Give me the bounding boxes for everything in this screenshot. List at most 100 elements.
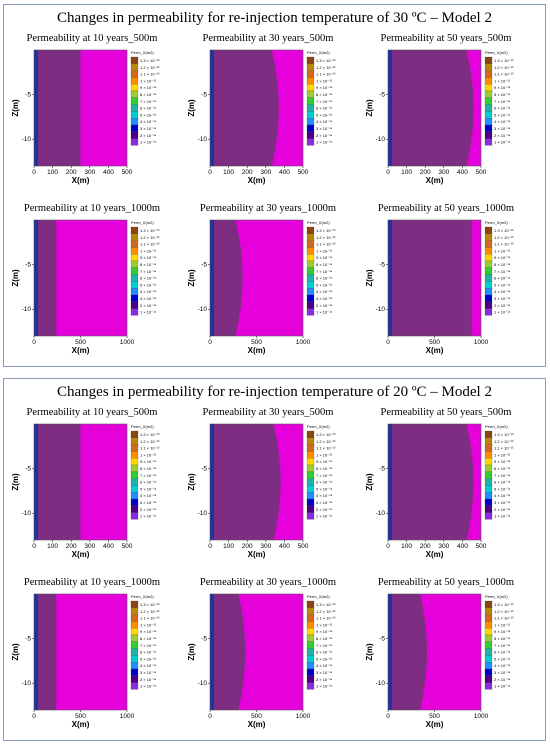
legend-entry: 1 × 10⁻¹³ <box>494 452 511 457</box>
legend-swatch <box>130 138 139 146</box>
legend-swatch <box>306 662 315 670</box>
x-tick-label: 100 <box>47 543 58 550</box>
legend-swatch <box>484 70 493 78</box>
legend-title: Perm_X(m2) <box>485 50 508 55</box>
legend-swatch <box>130 437 139 445</box>
legend-swatch <box>306 492 315 500</box>
legend-entry: 9 × 10⁻¹⁴ <box>140 629 157 634</box>
legend-swatch <box>484 138 493 146</box>
legend-swatch <box>306 451 315 459</box>
legend-entry: 6 × 10⁻¹⁴ <box>494 106 511 111</box>
x-tick-label: 400 <box>279 169 290 176</box>
x-axis-label: X(m) <box>248 176 266 185</box>
chart-title: Permeability at 50 years_1000m <box>377 577 515 588</box>
legend-entry: 9 × 10⁻¹⁴ <box>316 255 333 260</box>
legend-entry: 1 × 10⁻¹⁴ <box>316 684 333 689</box>
legend-swatch <box>130 492 139 500</box>
x-tick-label: 0 <box>32 713 36 720</box>
legend-swatch <box>484 267 493 275</box>
legend-swatch <box>306 77 315 85</box>
legend-entry: 1.2 × 10⁻¹³ <box>316 235 336 240</box>
x-axis-label: X(m) <box>248 346 266 355</box>
legend-swatch <box>130 430 139 438</box>
injection-column <box>210 424 214 540</box>
legend-swatch <box>130 648 139 656</box>
legend-swatch <box>306 628 315 636</box>
legend-swatch <box>306 84 315 92</box>
legend-swatch <box>484 675 493 683</box>
legend-swatch <box>130 478 139 486</box>
legend-entry: 5 × 10⁻¹⁴ <box>140 112 157 117</box>
legend-swatch <box>306 70 315 78</box>
legend-swatch <box>306 111 315 119</box>
legend-swatch <box>484 492 493 500</box>
legend-swatch <box>484 634 493 642</box>
legend-swatch <box>130 655 139 663</box>
legend-swatch <box>484 505 493 513</box>
legend-entry: 1.1 × 10⁻¹³ <box>316 242 336 247</box>
legend-entry: 1 × 10⁻¹³ <box>494 248 511 253</box>
permeability-chart: Permeability at 10 years_500m -5 -10 0 100 20… <box>7 407 177 562</box>
legend-entry: 9 × 10⁻¹⁴ <box>316 629 333 634</box>
legend-entry: 6 × 10⁻¹⁴ <box>316 650 333 655</box>
y-tick-label: -10 <box>198 680 208 687</box>
x-axis-label: X(m) <box>72 346 90 355</box>
y-tick-label: -10 <box>22 680 32 687</box>
legend-entry: 1.3 × 10⁻¹³ <box>316 228 336 233</box>
legend-entry: 1 × 10⁻¹⁴ <box>140 310 157 315</box>
legend-swatch <box>484 247 493 255</box>
x-tick-label: 500 <box>251 713 262 720</box>
legend-title: Perm_X(m2) <box>485 424 508 429</box>
legend-swatch <box>306 607 315 615</box>
legend-swatch <box>484 614 493 622</box>
legend-entry: 1 × 10⁻¹⁴ <box>140 684 157 689</box>
legend-swatch <box>484 451 493 459</box>
legend-swatch <box>130 512 139 520</box>
legend-entry: 5 × 10⁻¹⁴ <box>316 486 333 491</box>
legend-entry: 1.1 × 10⁻¹³ <box>494 72 514 77</box>
x-tick-label: 200 <box>420 543 431 550</box>
legend-entry: 6 × 10⁻¹⁴ <box>494 650 511 655</box>
x-tick-label: 1000 <box>474 339 489 346</box>
legend-entry: 1.3 × 10⁻¹³ <box>494 58 514 63</box>
legend-swatch <box>306 641 315 649</box>
legend-swatch <box>306 430 315 438</box>
legend-swatch <box>306 675 315 683</box>
legend-swatch <box>306 240 315 248</box>
chart-plot: -5 -10 0 500 1000 X(m) Z(m) Perm_X(m2) 1.3 × 10⁻… <box>187 593 336 729</box>
legend-swatch <box>130 226 139 234</box>
legend-entry: 2 × 10⁻¹⁴ <box>494 133 511 138</box>
legend-swatch <box>306 294 315 302</box>
legend-entry: 1 × 10⁻¹⁴ <box>140 140 157 145</box>
permeability-chart: Permeability at 50 years_1000m -5 -10 0 500 1… <box>361 203 531 358</box>
legend-entry: 7 × 10⁻¹⁴ <box>316 643 333 648</box>
legend-entry: 8 × 10⁻¹⁴ <box>316 466 333 471</box>
legend-swatch <box>130 70 139 78</box>
y-tick-label: -10 <box>376 136 386 143</box>
legend-swatch <box>130 240 139 248</box>
legend-entry: 1.3 × 10⁻¹³ <box>494 432 514 437</box>
legend-entry: 3 × 10⁻¹⁴ <box>316 500 333 505</box>
legend-swatch <box>306 124 315 132</box>
cooled-zone <box>34 594 57 710</box>
x-tick-label: 300 <box>438 543 449 550</box>
legend-entry: 1.3 × 10⁻¹³ <box>316 432 336 437</box>
x-tick-label: 400 <box>457 169 468 176</box>
legend-entry: 6 × 10⁻¹⁴ <box>494 276 511 281</box>
y-tick-label: -5 <box>201 262 207 269</box>
legend-swatch <box>484 437 493 445</box>
x-tick-label: 500 <box>476 543 487 550</box>
cooled-zone <box>210 50 279 166</box>
legend-swatch <box>130 675 139 683</box>
permeability-chart: Permeability at 30 years_1000m -5 -10 0 500 1… <box>183 203 353 358</box>
legend-swatch <box>306 614 315 622</box>
permeability-chart: Permeability at 10 years_1000m -5 -10 0 500 1… <box>7 577 177 732</box>
x-tick-label: 400 <box>457 543 468 550</box>
legend-entry: 8 × 10⁻¹⁴ <box>316 92 333 97</box>
legend-swatch <box>484 668 493 676</box>
y-axis-label: Z(m) <box>187 643 196 661</box>
legend-entry: 5 × 10⁻¹⁴ <box>316 656 333 661</box>
legend-entry: 7 × 10⁻¹⁴ <box>494 643 511 648</box>
legend-swatch <box>130 274 139 282</box>
legend-entry: 7 × 10⁻¹⁴ <box>494 269 511 274</box>
